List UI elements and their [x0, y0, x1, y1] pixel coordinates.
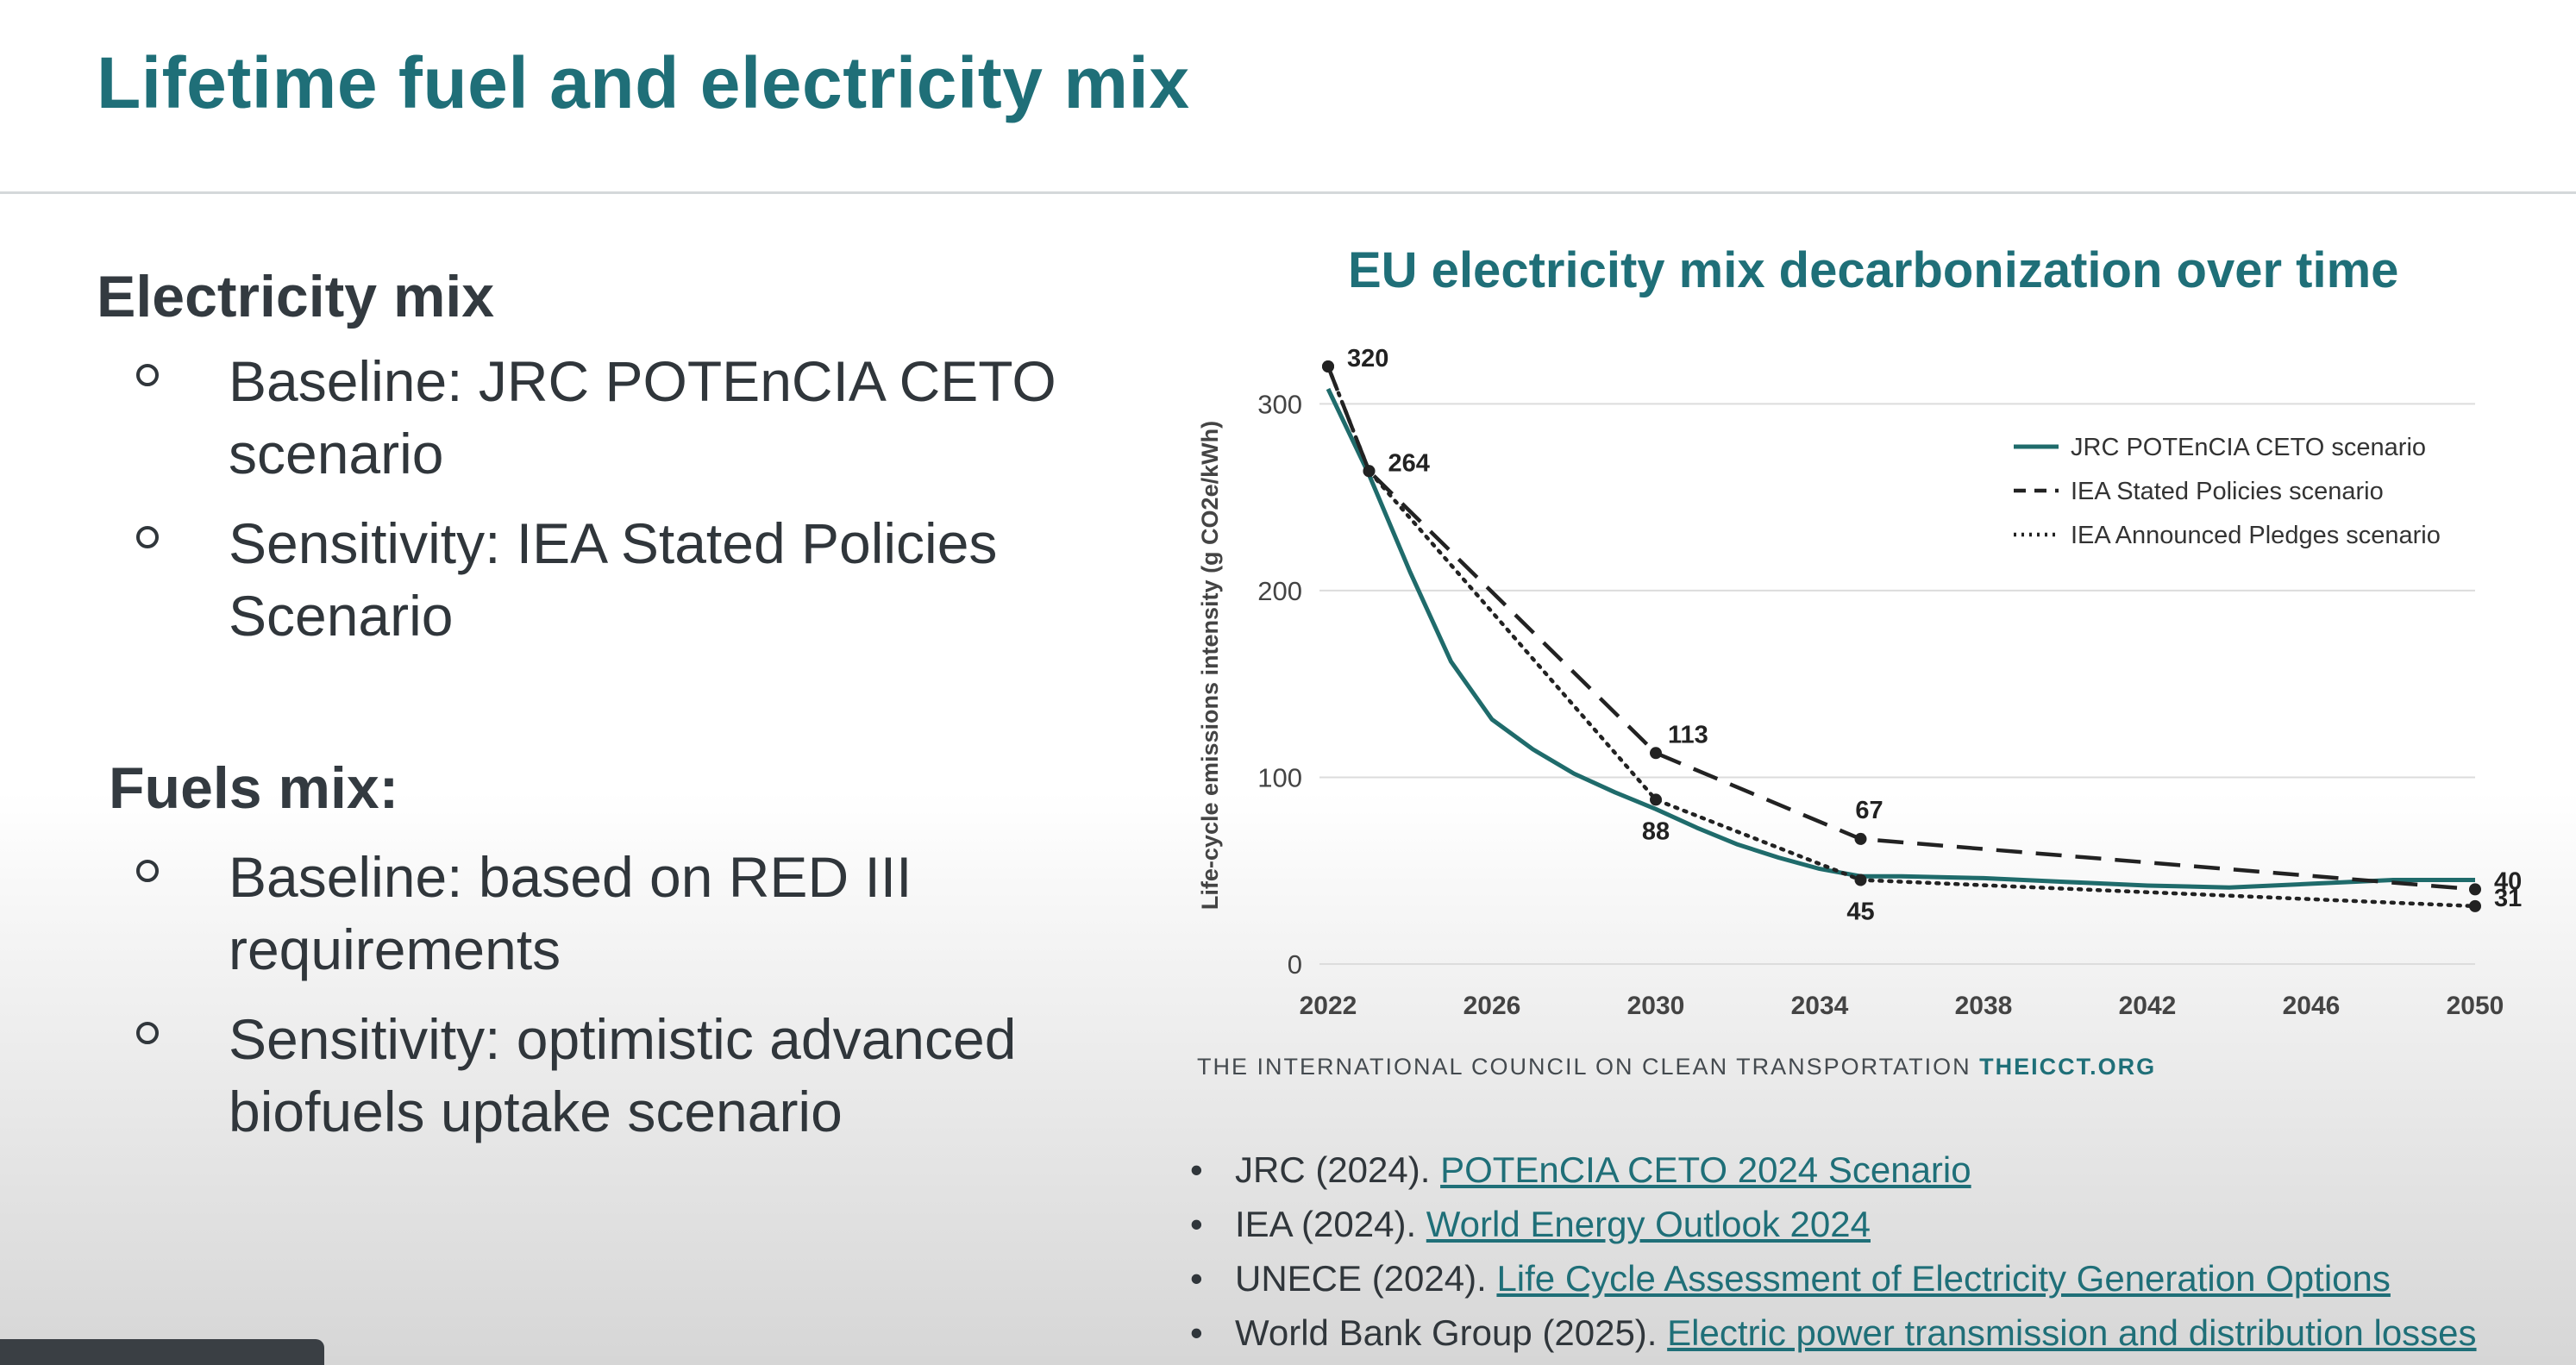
x-tick-label-2038: 2038 — [1955, 992, 2013, 1020]
data-label-113: 113 — [1668, 721, 1708, 748]
source-credit: THE INTERNATIONAL COUNCIL ON CLEAN TRANS… — [1197, 1054, 2156, 1080]
series-marker-dotted — [1854, 873, 1867, 886]
x-tick-label-2022: 2022 — [1300, 992, 1357, 1020]
reference-source: UNECE (2024). — [1235, 1258, 1487, 1299]
hollow-circle-bullet-icon — [136, 860, 159, 882]
reference-bullet-icon: • — [1190, 1149, 1203, 1190]
reference-source: IEA (2024). — [1235, 1204, 1417, 1244]
series-marker-dashed — [1854, 832, 1867, 845]
y-tick-label-300: 300 — [1257, 389, 1302, 419]
hollow-circle-bullet-icon — [136, 364, 159, 386]
title-divider — [0, 191, 2576, 194]
data-label-264: 264 — [1388, 449, 1430, 477]
y-tick-label-100: 100 — [1257, 762, 1302, 792]
data-label-67: 67 — [1855, 797, 1883, 824]
y-tick-label-0: 0 — [1288, 949, 1302, 980]
reference-source: World Bank Group (2025). — [1235, 1312, 1658, 1353]
data-label-31: 31 — [2494, 885, 2522, 912]
series-marker-dotted — [1322, 360, 1334, 373]
legend-entry: IEA Announced Pledges scenario — [2071, 522, 2441, 549]
fuels-item-sensitivity: Sensitivity: optimistic advanced biofuel… — [129, 1003, 1177, 1148]
y-axis-label: Life-cycle emissions intensity (g CO2e/k… — [1197, 421, 1223, 910]
chart-axes: 0 100 200 300 2022 2026 2030 2034 2038 2042 2046 20… — [1197, 389, 2504, 1020]
electricity-mix-list: Baseline: JRC POTEnCIA CETO scenario Sen… — [129, 345, 1177, 669]
reference-list: • JRC (2024). POTEnCIA CETO 2024 Scenario… — [1190, 1143, 2477, 1360]
data-label-320: 320 — [1347, 345, 1388, 373]
legend-entry: JRC POTEnCIA CETO scenario — [2071, 434, 2426, 461]
fuels-item-baseline-text: Baseline: based on RED III requirements — [229, 845, 912, 981]
fuels-mix-heading: Fuels mix: — [109, 755, 399, 821]
reference-item: • World Bank Group (2025). Electric power… — [1190, 1306, 2477, 1360]
electricity-item-sensitivity-text: Sensitivity: IEA Stated Policies Scenari… — [229, 511, 998, 648]
hollow-circle-bullet-icon — [136, 1022, 159, 1044]
x-tick-label-2042: 2042 — [2119, 992, 2177, 1020]
slide-title: Lifetime fuel and electricity mix — [97, 42, 1190, 123]
x-tick-label-2050: 2050 — [2447, 992, 2504, 1020]
electricity-item-baseline-text: Baseline: JRC POTEnCIA CETO scenario — [229, 349, 1056, 485]
series-marker-dotted — [1363, 465, 1376, 478]
series-marker-dashed — [1650, 747, 1662, 760]
data-label-45: 45 — [1846, 899, 1874, 926]
reference-bullet-icon: • — [1190, 1258, 1203, 1299]
electricity-mix-heading: Electricity mix — [97, 264, 495, 329]
fuels-item-baseline: Baseline: based on RED III requirements — [129, 841, 1177, 986]
data-label-88: 88 — [1642, 817, 1670, 845]
y-tick-label-200: 200 — [1257, 576, 1302, 606]
series-marker-dotted — [2469, 899, 2481, 912]
reference-link-weo[interactable]: World Energy Outlook 2024 — [1426, 1204, 1871, 1244]
chart-gridlines — [1319, 403, 2475, 965]
reference-link-unece[interactable]: Life Cycle Assessment of Electricity Gen… — [1496, 1258, 2391, 1299]
electricity-item-sensitivity: Sensitivity: IEA Stated Policies Scenari… — [129, 507, 1177, 652]
reference-bullet-icon: • — [1190, 1312, 1203, 1353]
data-label-40: 40 — [2494, 867, 2522, 895]
fuels-mix-list: Baseline: based on RED III requirements … — [129, 841, 1177, 1165]
series-marker-dotted — [1650, 793, 1662, 806]
x-tick-label-2034: 2034 — [1791, 992, 1849, 1020]
credit-site: THEICCT.ORG — [1979, 1054, 2157, 1080]
x-tick-label-2046: 2046 — [2283, 992, 2341, 1020]
series-marker-dashed — [2469, 883, 2481, 896]
chart-legend: JRC POTEnCIA CETO scenario IEA Stated Pol… — [2014, 434, 2441, 549]
series-line-solid — [1326, 387, 2475, 890]
hollow-circle-bullet-icon — [136, 526, 159, 548]
chart-series — [1322, 360, 2481, 912]
emissions-line-chart: 0 100 200 300 2022 2026 2030 2034 2038 2042 2046 20… — [1197, 345, 2522, 1020]
electricity-item-baseline: Baseline: JRC POTEnCIA CETO scenario — [129, 345, 1177, 490]
legend-entry: IEA Stated Policies scenario — [2071, 478, 2384, 505]
reference-item: • JRC (2024). POTEnCIA CETO 2024 Scenario — [1190, 1143, 2477, 1197]
reference-link-potencia[interactable]: POTEnCIA CETO 2024 Scenario — [1440, 1149, 1971, 1190]
reference-item: • IEA (2024). World Energy Outlook 2024 — [1190, 1197, 2477, 1251]
reference-item: • UNECE (2024). Life Cycle Assessment of … — [1190, 1251, 2477, 1306]
credit-org: THE INTERNATIONAL COUNCIL ON CLEAN TRANS… — [1197, 1054, 1971, 1080]
x-tick-label-2030: 2030 — [1627, 992, 1685, 1020]
reference-source: JRC (2024). — [1235, 1149, 1431, 1190]
video-overlay-tab — [0, 1339, 324, 1365]
fuels-item-sensitivity-text: Sensitivity: optimistic advanced biofuel… — [229, 1007, 1017, 1143]
chart-title: EU electricity mix decarbonization over … — [1348, 242, 2399, 298]
x-tick-label-2026: 2026 — [1463, 992, 1521, 1020]
reference-bullet-icon: • — [1190, 1204, 1203, 1244]
reference-link-worldbank[interactable]: Electric power transmission and distribu… — [1667, 1312, 2477, 1353]
